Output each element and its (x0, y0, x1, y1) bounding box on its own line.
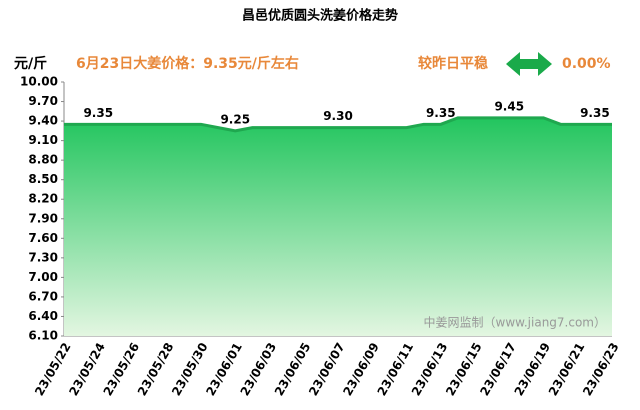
y-tick-label: 8.50 (28, 172, 58, 186)
line (64, 116, 612, 133)
data-label: 9.35 (83, 106, 113, 120)
data-label: 9.25 (220, 112, 250, 126)
y-tick-label: 6.40 (28, 309, 58, 323)
y-tick-label: 7.30 (28, 250, 58, 264)
y-tick-label: 8.80 (28, 153, 58, 167)
y-tick-label: 7.90 (28, 211, 58, 225)
y-tick-label: 9.10 (28, 133, 58, 147)
annotation: 6月23日大姜价格：9.35元/斤左右 (76, 55, 299, 72)
data-label: 9.35 (580, 106, 610, 120)
data-label: 9.35 (426, 106, 456, 120)
y-tick-label: 7.00 (28, 270, 58, 284)
change-text: 较昨日平稳 (418, 55, 488, 72)
y-axis-label: 元/斤 (14, 55, 47, 72)
y-tick-label: 8.20 (28, 192, 58, 206)
plot: 6.10 6.40 6.70 7.00 7.30 7.60 7.90 8.20 8.50 8.80… (20, 75, 622, 399)
y-tick-label: 7.60 (28, 231, 58, 245)
area (64, 117, 612, 336)
arrow-icon (506, 52, 552, 76)
y-tick-label: 6.10 (28, 329, 58, 343)
data-label: 9.45 (494, 99, 524, 113)
y-tick-label: 9.40 (28, 114, 58, 128)
watermark: 中姜网监制（www.jiang7.com） (424, 315, 606, 330)
chart-title: 昌邑优质圆头洗姜价格走势 (242, 8, 398, 24)
y-tick-label: 10.00 (20, 75, 58, 89)
change-value: 0.00% (562, 56, 611, 72)
y-tick-label: 9.70 (28, 94, 58, 108)
data-label: 9.30 (323, 109, 353, 123)
y-tick-label: 6.70 (28, 289, 58, 303)
